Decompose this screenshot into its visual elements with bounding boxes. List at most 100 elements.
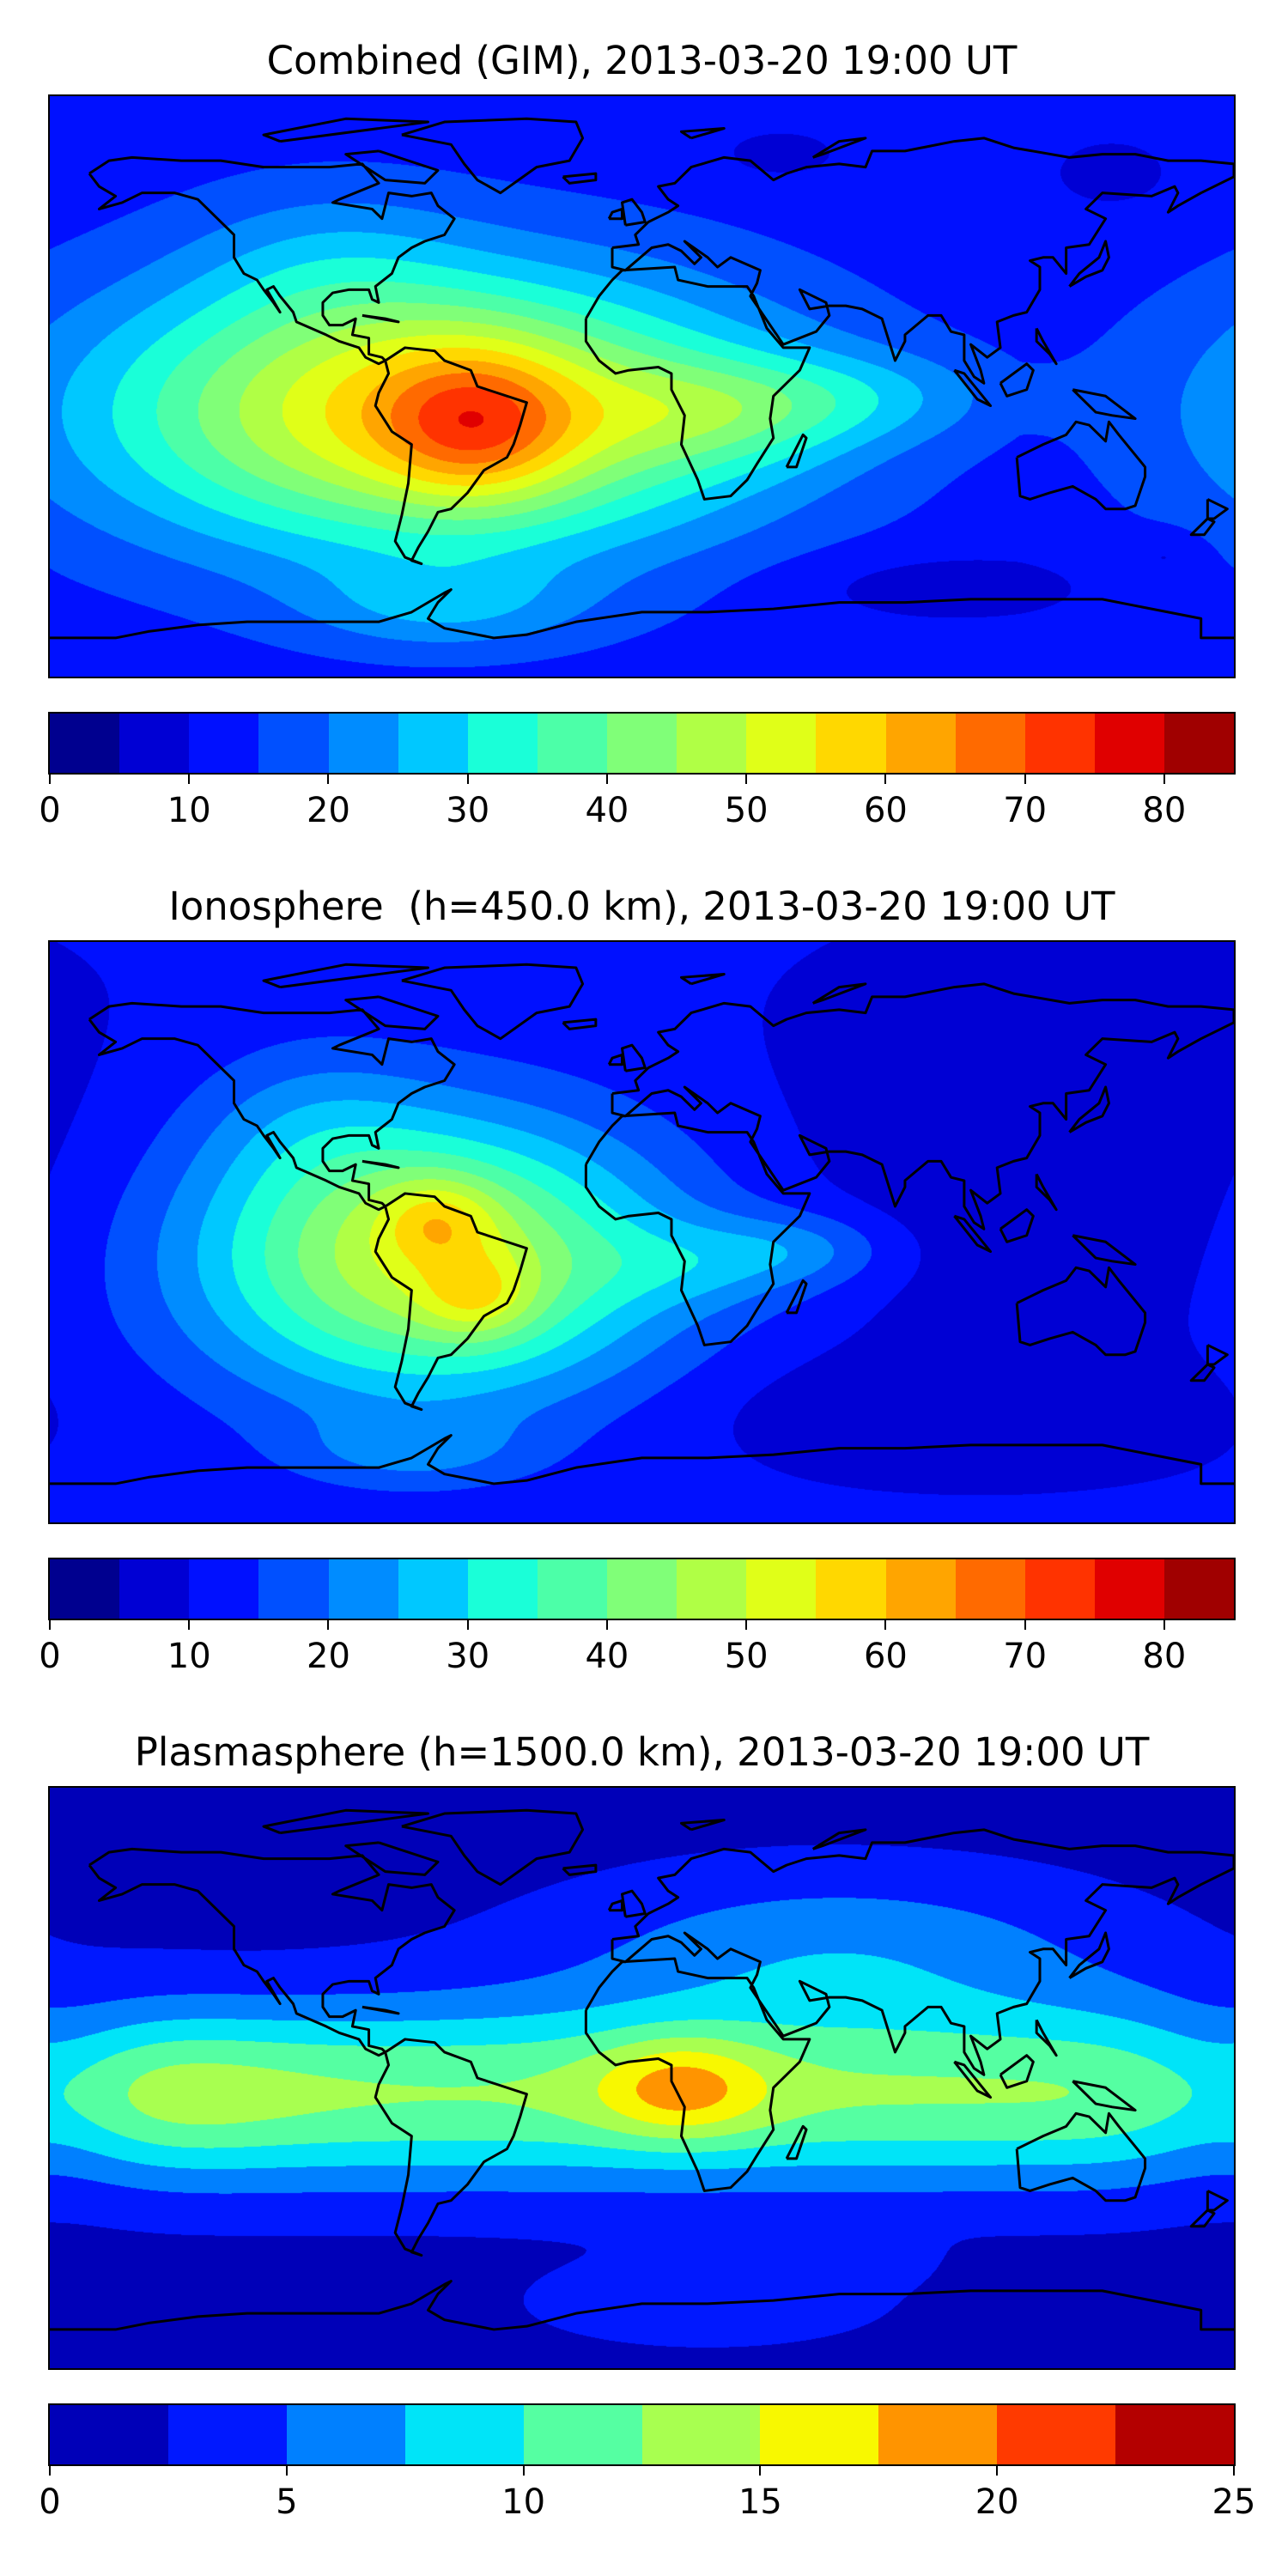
colorbar-level-6 — [467, 1559, 538, 1619]
colorbar-level-1 — [167, 2405, 287, 2464]
colorbar — [48, 712, 1236, 775]
colorbar-tick-mark — [1163, 773, 1165, 784]
ionosphere-title: Ionosphere (h=450.0 km), 2013-03-20 19:0… — [168, 884, 1115, 929]
colorbar-level-1 — [119, 714, 190, 773]
colorbar-tick-mark — [285, 2464, 288, 2476]
colorbar-tick-label: 30 — [446, 1637, 490, 1676]
colorbar-tick-label: 40 — [585, 791, 629, 830]
colorbar — [48, 2403, 1236, 2466]
colorbar-tick-mark — [605, 1619, 608, 1630]
colorbar-level-0 — [50, 714, 120, 773]
combined-gim-panel: Combined (GIM), 2013-03-20 19:00 UT 0 10 2… — [0, 0, 1288, 846]
colorbar-level-11 — [816, 714, 886, 773]
colorbar-level-10 — [746, 1559, 817, 1619]
colorbar-tick-mark — [466, 773, 469, 784]
colorbar-tick-mark — [884, 1619, 887, 1630]
combined-gim-title: Combined (GIM), 2013-03-20 19:00 UT — [266, 38, 1018, 83]
colorbar-tick-mark — [466, 1619, 469, 1630]
colorbar-level-8 — [607, 1559, 677, 1619]
colorbar-ticks: 0 10 20 30 40 50 60 70 80 — [39, 1619, 1234, 1687]
colorbar-level-4 — [523, 2405, 642, 2464]
colorbar-tick-mark — [327, 773, 330, 784]
colorbar-tick-label: 5 — [276, 2482, 298, 2522]
colorbar-level-9 — [677, 1559, 747, 1619]
colorbar-level-3 — [258, 714, 329, 773]
colorbar-ticks: 0 10 20 30 40 50 60 70 80 — [39, 773, 1234, 841]
colorbar-level-2 — [286, 2405, 405, 2464]
colorbar-level-15 — [1094, 1559, 1164, 1619]
colorbar-level-8 — [997, 2405, 1116, 2464]
colorbar-tick-label: 70 — [1003, 1637, 1048, 1676]
colorbar-tick-label: 20 — [975, 2482, 1019, 2522]
ionosphere-map — [48, 940, 1236, 1524]
colorbar-level-7 — [878, 2405, 998, 2464]
colorbar-level-3 — [404, 2405, 524, 2464]
colorbar-tick-label: 15 — [738, 2482, 782, 2522]
colorbar-tick-mark — [1163, 1619, 1165, 1630]
colorbar-level-1 — [119, 1559, 190, 1619]
colorbar-level-2 — [189, 1559, 259, 1619]
colorbar-tick-label: 25 — [1212, 2482, 1256, 2522]
colorbar-tick-mark — [1024, 1619, 1026, 1630]
colorbar-tick-mark — [49, 2464, 51, 2476]
colorbar-level-4 — [328, 714, 398, 773]
colorbar-tick-mark — [884, 773, 887, 784]
colorbar-tick-label: 70 — [1003, 791, 1048, 830]
colorbar-tick-label: 10 — [501, 2482, 546, 2522]
colorbar-level-0 — [50, 2405, 168, 2464]
colorbar-tick-label: 50 — [724, 1637, 769, 1676]
colorbar-level-9 — [1115, 2405, 1235, 2464]
colorbar-tick-mark — [49, 1619, 51, 1630]
colorbar-level-10 — [746, 714, 817, 773]
colorbar-tick-mark — [759, 2464, 762, 2476]
colorbar-level-5 — [398, 714, 468, 773]
colorbar-tick-label: 80 — [1142, 791, 1187, 830]
colorbar-tick-label: 0 — [39, 1637, 61, 1676]
colorbar-tick-mark — [745, 773, 748, 784]
coastlines — [50, 96, 1234, 677]
colorbar-level-12 — [885, 1559, 956, 1619]
colorbar-ticks: 0 5 10 15 20 25 — [39, 2464, 1255, 2533]
colorbar-level-5 — [641, 2405, 761, 2464]
colorbar-tick-mark — [49, 773, 51, 784]
colorbar-level-13 — [955, 714, 1025, 773]
colorbar-tick-mark — [522, 2464, 525, 2476]
colorbar-level-14 — [1024, 714, 1095, 773]
colorbar-level-6 — [760, 2405, 879, 2464]
colorbar-level-4 — [328, 1559, 398, 1619]
colorbar-level-11 — [816, 1559, 886, 1619]
tec-contour-field — [50, 1788, 1234, 2368]
tec-contour-field — [50, 942, 1234, 1522]
colorbar-level-14 — [1024, 1559, 1095, 1619]
ionosphere-panel: Ionosphere (h=450.0 km), 2013-03-20 19:0… — [0, 846, 1288, 1692]
combined-gim-map — [48, 94, 1236, 678]
colorbar-tick-mark — [327, 1619, 330, 1630]
colorbar-tick-label: 60 — [863, 791, 908, 830]
colorbar-level-5 — [398, 1559, 468, 1619]
colorbar-level-7 — [537, 1559, 607, 1619]
colorbar-tick-label: 20 — [307, 791, 350, 830]
colorbar-tick-label: 10 — [167, 1637, 211, 1676]
colorbar-tick-label: 50 — [724, 791, 769, 830]
colorbar-tick-mark — [188, 773, 191, 784]
coastlines — [50, 942, 1234, 1522]
colorbar-tick-mark — [996, 2464, 999, 2476]
colorbar-tick-label: 20 — [307, 1637, 350, 1676]
colorbar-tick-mark — [605, 773, 608, 784]
plasmasphere-map — [48, 1786, 1236, 2370]
colorbar-level-2 — [189, 714, 259, 773]
colorbar-tick-mark — [1233, 2464, 1235, 2476]
colorbar-level-16 — [1164, 1559, 1235, 1619]
colorbar-tick-label: 30 — [446, 791, 490, 830]
colorbar-tick-label: 10 — [167, 791, 211, 830]
colorbar-level-3 — [258, 1559, 329, 1619]
colorbar-level-9 — [677, 714, 747, 773]
colorbar-level-12 — [885, 714, 956, 773]
colorbar-level-16 — [1164, 714, 1235, 773]
colorbar-tick-mark — [1024, 773, 1026, 784]
colorbar-level-13 — [955, 1559, 1025, 1619]
colorbar-tick-mark — [745, 1619, 748, 1630]
plasmasphere-title: Plasmasphere (h=1500.0 km), 2013-03-20 1… — [134, 1729, 1150, 1775]
colorbar — [48, 1558, 1236, 1620]
colorbar-level-6 — [467, 714, 538, 773]
